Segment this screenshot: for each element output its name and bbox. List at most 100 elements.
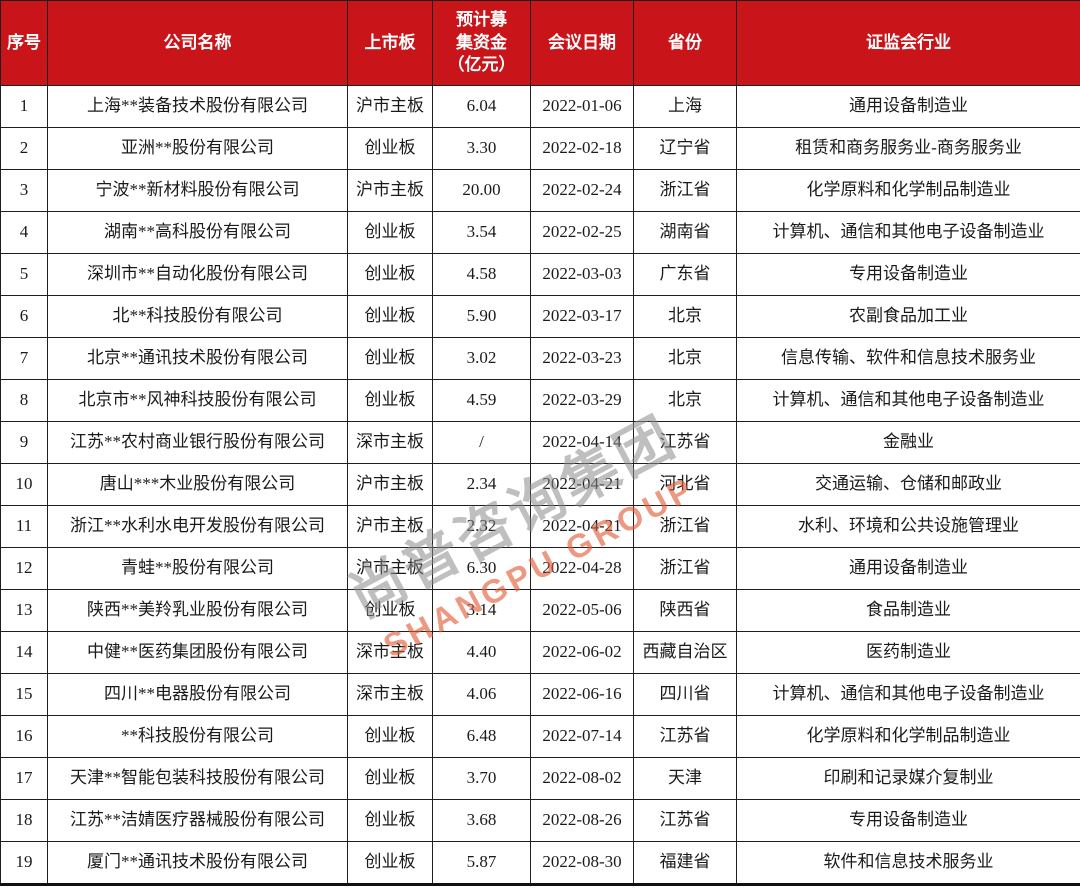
cell-funds: 3.02 [432,337,531,380]
cell-company: 湖南**高科股份有限公司 [47,211,348,254]
header-row: 序号 公司名称 上市板 预计募 集资金 （亿元） 会议日期 省份 证监会行业 [0,0,1080,86]
cell-board: 创业板 [347,337,433,380]
table-row: 17 天津**智能包装科技股份有限公司 创业板 3.70 2022-08-02 天津 印刷和… [0,757,1080,800]
cell-province: 北京 [633,379,737,422]
cell-province: 福建省 [633,841,737,885]
cell-funds: 3.68 [432,799,531,842]
cell-industry: 计算机、通信和其他电子设备制造业 [736,379,1080,422]
cell-company: 浙江**水利水电开发股份有限公司 [47,505,348,548]
cell-province: 北京 [633,295,737,338]
cell-company: 北京**通讯技术股份有限公司 [47,337,348,380]
cell-province: 四川省 [633,673,737,716]
cell-funds: 5.87 [432,841,531,885]
cell-index: 10 [0,463,48,506]
cell-date: 2022-06-16 [530,673,634,716]
cell-board: 沪市主板 [347,85,433,128]
cell-funds: 4.59 [432,379,531,422]
cell-company: 宁波**新材料股份有限公司 [47,169,348,212]
cell-industry: 化学原料和化学制品制造业 [736,715,1080,758]
column-header-company: 公司名称 [47,0,348,86]
cell-date: 2022-03-23 [530,337,634,380]
cell-date: 2022-04-14 [530,421,634,464]
cell-industry: 化学原料和化学制品制造业 [736,169,1080,212]
cell-company: 江苏**洁婧医疗器械股份有限公司 [47,799,348,842]
table-row: 8 北京市**风神科技股份有限公司 创业板 4.59 2022-03-29 北京 计算机、通… [0,379,1080,422]
cell-board: 沪市主板 [347,505,433,548]
cell-board: 创业板 [347,127,433,170]
cell-date: 2022-05-06 [530,589,634,632]
cell-index: 15 [0,673,48,716]
cell-province: 辽宁省 [633,127,737,170]
cell-board: 沪市主板 [347,169,433,212]
cell-index: 9 [0,421,48,464]
cell-board: 深市主板 [347,421,433,464]
cell-index: 12 [0,547,48,590]
cell-funds: 6.30 [432,547,531,590]
cell-index: 5 [0,253,48,296]
table-row: 19 厦门**通讯技术股份有限公司 创业板 5.87 2022-08-30 福建省 软件和信… [0,841,1080,885]
cell-province: 广东省 [633,253,737,296]
cell-index: 4 [0,211,48,254]
cell-funds: 3.14 [432,589,531,632]
cell-company: 厦门**通讯技术股份有限公司 [47,841,348,885]
cell-funds: 6.48 [432,715,531,758]
table-row: 14 中健**医药集团股份有限公司 深市主板 4.40 2022-06-02 西藏自治区医… [0,631,1080,674]
cell-province: 江苏省 [633,421,737,464]
cell-industry: 专用设备制造业 [736,799,1080,842]
column-header-board: 上市板 [347,0,433,86]
cell-date: 2022-02-25 [530,211,634,254]
table-row: 5 深圳市**自动化股份有限公司 创业板 4.58 2022-03-03 广东省 专用设备制… [0,253,1080,296]
cell-province: 浙江省 [633,505,737,548]
cell-funds: 4.06 [432,673,531,716]
cell-funds: / [432,421,531,464]
cell-province: 天津 [633,757,737,800]
cell-board: 创业板 [347,841,433,885]
cell-company: 上海**装备技术股份有限公司 [47,85,348,128]
cell-province: 江苏省 [633,799,737,842]
cell-industry: 租赁和商务服务业-商务服务业 [736,127,1080,170]
cell-index: 11 [0,505,48,548]
cell-funds: 3.70 [432,757,531,800]
cell-funds: 3.54 [432,211,531,254]
cell-funds: 20.00 [432,169,531,212]
cell-board: 创业板 [347,379,433,422]
column-header-funds: 预计募 集资金 （亿元） [432,0,531,86]
cell-board: 创业板 [347,295,433,338]
table-row: 9 江苏**农村商业银行股份有限公司 深市主板/2022-04-14 江苏省 金融业 [0,421,1080,464]
cell-industry: 通用设备制造业 [736,85,1080,128]
cell-index: 19 [0,841,48,885]
cell-industry: 农副食品加工业 [736,295,1080,338]
cell-date: 2022-03-29 [530,379,634,422]
table-row: 16 **科技股份有限公司 创业板 6.48 2022-07-14 江苏省 化学原料和化学制… [0,715,1080,758]
cell-date: 2022-01-06 [530,85,634,128]
cell-industry: 计算机、通信和其他电子设备制造业 [736,673,1080,716]
cell-province: 西藏自治区 [633,631,737,674]
cell-company: 北京市**风神科技股份有限公司 [47,379,348,422]
cell-province: 浙江省 [633,169,737,212]
column-header-index: 序号 [0,0,48,86]
cell-index: 17 [0,757,48,800]
cell-province: 上海 [633,85,737,128]
cell-company: 青蛙**股份有限公司 [47,547,348,590]
cell-index: 13 [0,589,48,632]
cell-company: 江苏**农村商业银行股份有限公司 [47,421,348,464]
column-header-province: 省份 [633,0,737,86]
cell-board: 创业板 [347,799,433,842]
cell-industry: 专用设备制造业 [736,253,1080,296]
cell-industry: 信息传输、软件和信息技术服务业 [736,337,1080,380]
cell-index: 16 [0,715,48,758]
cell-date: 2022-04-21 [530,463,634,506]
cell-index: 18 [0,799,48,842]
cell-industry: 水利、环境和公共设施管理业 [736,505,1080,548]
cell-board: 创业板 [347,757,433,800]
cell-industry: 计算机、通信和其他电子设备制造业 [736,211,1080,254]
cell-index: 7 [0,337,48,380]
cell-province: 河北省 [633,463,737,506]
cell-date: 2022-03-03 [530,253,634,296]
table-row: 10 唐山***木业股份有限公司 沪市主板 2.34 2022-04-21 河北省 交通运输… [0,463,1080,506]
cell-date: 2022-04-21 [530,505,634,548]
cell-company: 亚洲**股份有限公司 [47,127,348,170]
table-row: 13 陕西**美羚乳业股份有限公司 创业板 3.14 2022-05-06 陕西省 食品制造… [0,589,1080,632]
table-row: 18 江苏**洁婧医疗器械股份有限公司 创业板 3.68 2022-08-26 江苏省 专用… [0,799,1080,842]
